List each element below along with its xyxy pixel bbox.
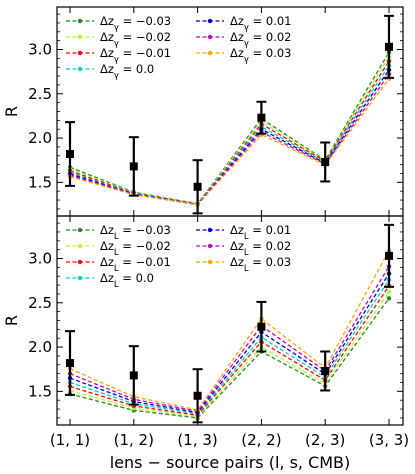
x-tick-label-4: (2, 3) bbox=[305, 431, 345, 449]
y-axis-label: R bbox=[2, 315, 21, 326]
legend-label-2: ΔzL = −0.01 bbox=[100, 255, 171, 274]
y-tick-label-3: 3.0 bbox=[28, 250, 52, 268]
y-tick-label-3: 3.0 bbox=[28, 41, 52, 59]
data-point-4 bbox=[321, 366, 330, 375]
series-line-2 bbox=[69, 60, 390, 205]
series-line-5 bbox=[69, 73, 390, 206]
y-axis-label: R bbox=[2, 106, 21, 117]
data-point-3 bbox=[257, 113, 266, 122]
legend-label-4: Δzγ = 0.01 bbox=[230, 14, 292, 33]
y-tick-label-2: 2.5 bbox=[28, 85, 52, 103]
series-line-6 bbox=[69, 250, 390, 411]
legend-marker-0 bbox=[77, 227, 83, 233]
x-tick-label-1: (1, 2) bbox=[114, 431, 154, 449]
data-point-0 bbox=[66, 150, 74, 159]
legend-marker-1 bbox=[77, 243, 83, 249]
legend-marker-2 bbox=[77, 50, 83, 56]
series-line-0 bbox=[69, 297, 390, 419]
legend-marker-6 bbox=[207, 259, 213, 265]
data-point-2 bbox=[193, 182, 202, 191]
legend-marker-1 bbox=[77, 34, 83, 40]
y-tick-label-2: 2.5 bbox=[28, 294, 52, 312]
series-line-4 bbox=[69, 273, 390, 414]
legend-marker-0 bbox=[77, 18, 83, 24]
legend-label-0: ΔzL = −0.03 bbox=[100, 223, 171, 242]
legend-label-3: Δzγ = 0.0 bbox=[100, 62, 154, 81]
y-tick-label-0: 1.5 bbox=[28, 173, 52, 191]
series-line-6 bbox=[69, 78, 390, 206]
panel-bottom: 1.5 2.0 2.5 3.0 (1, 1) (1, 2) (1, 3) (2, 2) (2, … bbox=[2, 215, 409, 472]
legend-label-1: ΔzL = −0.02 bbox=[100, 239, 171, 258]
x-tick-label-3: (2, 2) bbox=[241, 431, 281, 449]
series-line-1 bbox=[69, 291, 390, 418]
data-point-1 bbox=[129, 371, 138, 380]
x-tick-label-2: (1, 3) bbox=[177, 431, 217, 449]
series-line-3 bbox=[69, 65, 390, 205]
legend-label-3: ΔzL = 0.0 bbox=[100, 271, 154, 290]
series-line-3 bbox=[69, 279, 390, 415]
legend-label-0: Δzγ = −0.03 bbox=[100, 14, 171, 33]
series-point-0-5 bbox=[386, 296, 392, 301]
legend-label-6: ΔzL = 0.03 bbox=[230, 255, 291, 274]
data-point-4 bbox=[321, 157, 330, 166]
series-point-1-5 bbox=[386, 289, 392, 295]
data-point-0 bbox=[66, 359, 74, 368]
legend-marker-5 bbox=[207, 243, 213, 249]
legend-label-2: Δzγ = −0.01 bbox=[100, 46, 171, 65]
legend-label-4: ΔzL = 0.01 bbox=[230, 223, 291, 242]
x-axis-label: lens − source pairs (l, s, CMB) bbox=[110, 453, 351, 472]
legend-label-5: Δzγ = 0.02 bbox=[230, 30, 292, 49]
series-line-5 bbox=[69, 266, 390, 412]
data-point-5 bbox=[385, 251, 393, 260]
legend-marker-3 bbox=[77, 66, 83, 72]
series-line-2 bbox=[69, 285, 390, 416]
legend-marker-2 bbox=[77, 259, 83, 265]
x-tick-label-0: (1, 1) bbox=[50, 431, 90, 449]
legend-marker-6 bbox=[207, 50, 213, 56]
data-point-3 bbox=[257, 322, 266, 331]
legend-marker-4 bbox=[207, 227, 213, 233]
series-line-1 bbox=[69, 56, 390, 205]
data-point-2 bbox=[193, 391, 202, 400]
legend-label-1: Δzγ = −0.02 bbox=[100, 30, 171, 49]
legend-marker-5 bbox=[207, 34, 213, 40]
y-tick-label-0: 1.5 bbox=[28, 382, 52, 400]
legend-label-5: ΔzL = 0.02 bbox=[230, 239, 291, 258]
data-point-5 bbox=[385, 42, 393, 51]
data-point-1 bbox=[129, 162, 138, 171]
legend-marker-3 bbox=[77, 275, 83, 281]
y-tick-label-1: 2.0 bbox=[28, 129, 52, 147]
x-tick-label-5: (3, 3) bbox=[369, 431, 409, 449]
y-tick-label-1: 2.0 bbox=[28, 338, 52, 356]
legend-label-6: Δzγ = 0.03 bbox=[230, 46, 292, 65]
legend-marker-4 bbox=[207, 18, 213, 24]
